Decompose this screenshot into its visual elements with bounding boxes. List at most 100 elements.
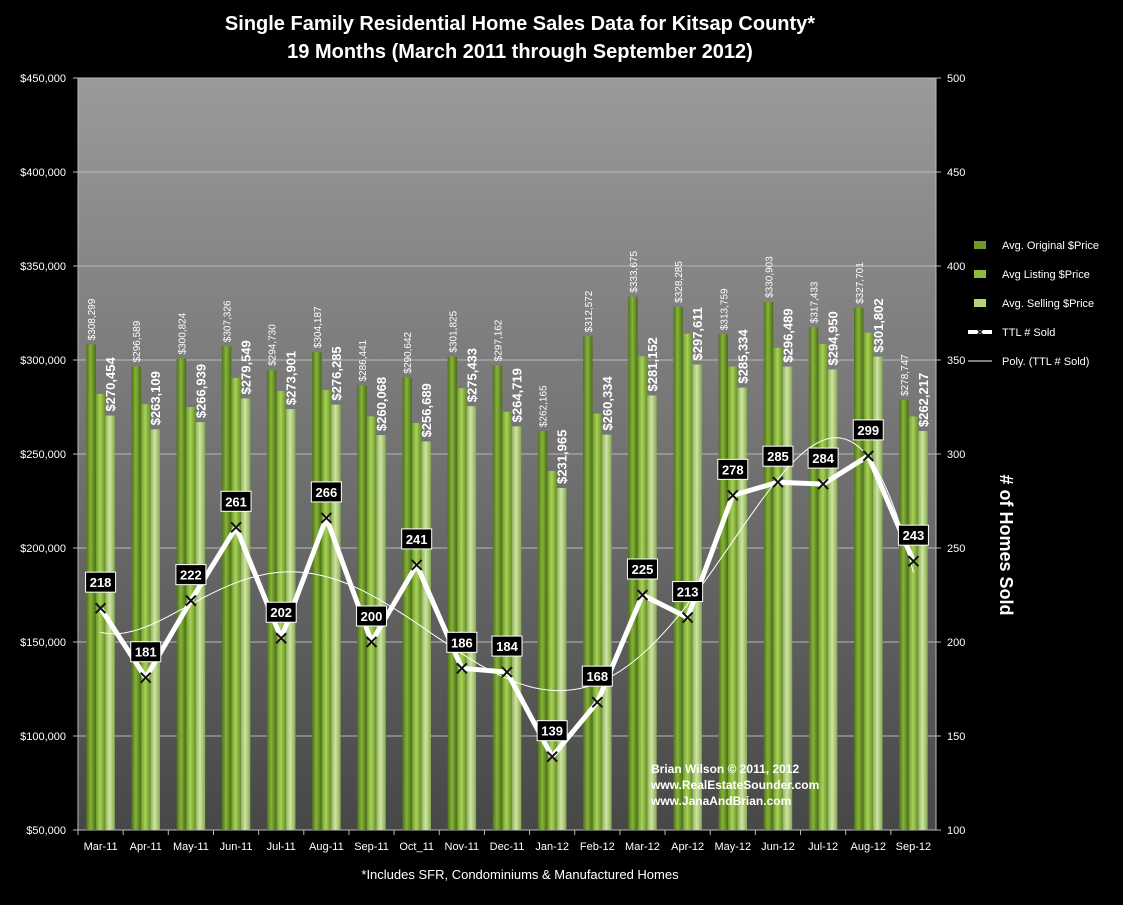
original-price-bar [899, 399, 909, 830]
sold-point-marker [727, 489, 739, 502]
listing-price-bar [502, 411, 512, 830]
x-tick-label: Aug-12 [851, 841, 886, 853]
sold-label-box [175, 564, 207, 586]
sold-value-label: 266 [316, 485, 338, 500]
selling-price-bar [511, 426, 522, 830]
legend-label: TTL # Sold [1002, 327, 1055, 339]
y2-tick-label: 400 [947, 261, 965, 273]
listing-price-bar [592, 413, 603, 830]
footnote: *Includes SFR, Condominiums & Manufactur… [361, 867, 679, 882]
sold-point-marker [817, 478, 829, 490]
y2-tick-label: 100 [947, 825, 965, 837]
selling-price-bar [602, 434, 612, 830]
original-price-label: $262,165 [539, 385, 550, 427]
sold-point-marker [410, 559, 423, 571]
sold-point-marker [230, 521, 242, 534]
original-price-bar [176, 358, 187, 830]
selling-price-label: $285,334 [735, 329, 750, 384]
sold-label-box [265, 601, 297, 623]
selling-price-label: $256,689 [419, 383, 434, 437]
x-tick-label: Mar-12 [625, 841, 660, 853]
sold-label-box [130, 641, 162, 663]
sold-point-marker [185, 594, 197, 607]
original-price-bar [492, 365, 503, 830]
original-price-bar [221, 346, 232, 830]
y2-tick-label: 200 [947, 637, 965, 649]
original-price-label: $330,903 [764, 256, 775, 298]
legend-label: Avg Listing $Price [1002, 269, 1090, 281]
sold-value-label: 202 [270, 605, 292, 620]
original-price-label: $296,589 [132, 320, 143, 362]
y2-tick-label: 450 [947, 167, 965, 179]
selling-price-bar [782, 366, 793, 830]
listing-price-bar [457, 388, 467, 830]
selling-price-label: $260,068 [374, 377, 389, 431]
sold-line: 218 181 222 261 202 266 200 241 186 184 139 168 225 2… [85, 419, 929, 763]
y-tick-label: $400,000 [20, 167, 66, 179]
chart-title-line1: Single Family Residential Home Sales Dat… [225, 13, 815, 35]
original-price-bar [537, 431, 548, 830]
y-tick-label: $250,000 [20, 449, 66, 461]
listing-price-bar [818, 344, 828, 830]
selling-price-label: $266,939 [193, 364, 208, 418]
sold-point-marker [365, 636, 378, 648]
listing-price-bar [186, 407, 196, 830]
credit-line1: Brian Wilson © 2011, 2012 [651, 762, 799, 776]
sold-value-label: 284 [812, 451, 834, 466]
credit-line3: www.JanaAndBrian.com [650, 794, 791, 808]
legend-label: Avg. Original $Price [1002, 240, 1099, 252]
sold-label-box [717, 458, 749, 480]
sold-point-marker [862, 450, 874, 462]
y-tick-label: $450,000 [20, 73, 66, 85]
selling-price-bar [466, 406, 477, 830]
y-tick-label: $50,000 [26, 825, 66, 837]
sold-point-marker [456, 662, 468, 675]
y-tick-label: $350,000 [20, 261, 66, 273]
legend-swatch [974, 241, 986, 249]
sold-point-marker [501, 666, 513, 678]
original-price-bar [763, 301, 774, 831]
sold-label-box [536, 720, 568, 742]
listing-price-bar [728, 366, 738, 830]
trendline [100, 437, 914, 692]
right-axis-title: # of Homes Sold [996, 474, 1016, 615]
selling-price-bar [195, 422, 206, 830]
sold-value-label: 299 [857, 423, 879, 438]
x-tick-label: Jul-11 [267, 841, 296, 853]
selling-price-label: $301,802 [871, 298, 886, 352]
sold-value-label: 139 [541, 724, 563, 739]
x-tick-label: Oct_11 [399, 841, 434, 853]
x-tick-label: Apr-11 [130, 841, 162, 853]
sold-label-box [581, 665, 613, 687]
poly-trendline [100, 437, 914, 692]
selling-price-bar [737, 387, 748, 830]
sold-value-label: 168 [586, 669, 608, 684]
sold-label-box [446, 631, 478, 653]
x-tick-label: Mar-11 [84, 841, 118, 853]
sold-value-label: 200 [361, 609, 383, 624]
sold-label-box [762, 445, 794, 467]
legend: Avg. Original $Price Avg Listing $Price Av… [968, 240, 1099, 368]
sold-label-box [220, 490, 252, 512]
credit-line2: www.RealEstateSounder.com [650, 778, 819, 792]
original-price-label: $312,572 [584, 290, 595, 332]
y-tick-label: $150,000 [20, 637, 66, 649]
original-price-bar [718, 334, 729, 830]
sold-label-box [672, 581, 704, 603]
selling-price-bar [240, 398, 251, 830]
sold-value-label: 181 [135, 645, 157, 660]
sold-value-label: 225 [632, 562, 654, 577]
listing-price-bar [773, 347, 783, 830]
selling-price-label: $279,549 [239, 340, 254, 394]
sold-label-box [491, 635, 523, 657]
sold-value-label: 285 [767, 449, 789, 464]
selling-price-label: $281,152 [645, 337, 660, 391]
selling-price-bar [376, 435, 386, 830]
listing-price-bar [140, 404, 151, 830]
sold-value-label: 261 [225, 494, 247, 509]
listing-price-bar [863, 332, 874, 830]
y2-tick-label: 150 [947, 731, 965, 743]
selling-price-bar [556, 487, 567, 830]
sold-label-box [85, 571, 117, 593]
